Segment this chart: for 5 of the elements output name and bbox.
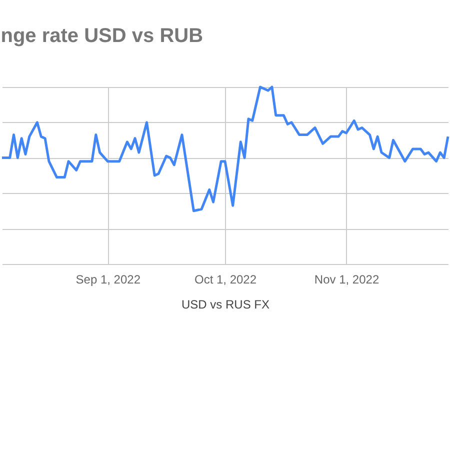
chart-title: nge rate USD vs RUB — [0, 24, 204, 47]
x-tick-label: Oct 1, 2022 — [194, 272, 257, 286]
x-tick-label: Nov 1, 2022 — [314, 272, 380, 286]
x-axis-title: USD vs RUS FX — [181, 298, 270, 312]
x-tick-label: Sep 1, 2022 — [76, 272, 141, 286]
